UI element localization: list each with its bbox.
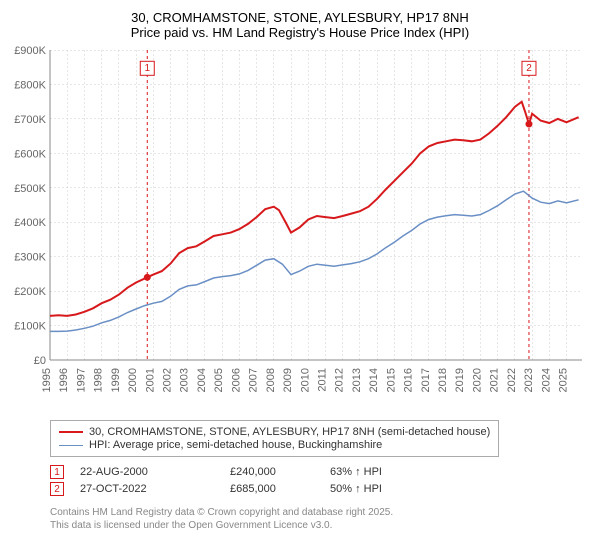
svg-text:£300K: £300K (14, 252, 46, 264)
sale-price: £685,000 (230, 483, 330, 495)
sale-delta: 63% ↑ HPI (330, 466, 430, 478)
title-line-2: Price paid vs. HM Land Registry's House … (12, 25, 588, 40)
svg-text:1: 1 (144, 63, 150, 74)
svg-text:2002: 2002 (162, 368, 174, 392)
legend-swatch (59, 445, 83, 446)
svg-text:£900K: £900K (14, 46, 46, 57)
svg-text:£200K: £200K (14, 286, 46, 298)
sale-marker-1: 1 (50, 465, 64, 479)
sale-point-1 (144, 274, 151, 281)
sale-marker-2: 2 (50, 482, 64, 496)
svg-text:2025: 2025 (558, 368, 570, 392)
series-property (50, 102, 579, 316)
svg-text:£600K: £600K (14, 148, 46, 160)
svg-text:2024: 2024 (540, 368, 552, 392)
svg-text:2007: 2007 (248, 368, 260, 392)
svg-text:1999: 1999 (110, 368, 122, 392)
svg-text:2001: 2001 (144, 368, 156, 392)
attribution-footer: Contains HM Land Registry data © Crown c… (50, 506, 588, 532)
svg-text:£700K: £700K (14, 114, 46, 126)
svg-text:2013: 2013 (351, 368, 363, 392)
legend-item: 30, CROMHAMSTONE, STONE, AYLESBURY, HP17… (59, 426, 490, 438)
sales-table: 1 22-AUG-2000£240,00063% ↑ HPI 2 27-OCT-202… (50, 465, 588, 496)
sale-date: 27-OCT-2022 (80, 483, 230, 495)
footer-line-1: Contains HM Land Registry data © Crown c… (50, 506, 588, 519)
svg-text:2003: 2003 (179, 368, 191, 392)
svg-text:2021: 2021 (489, 368, 501, 392)
svg-text:2006: 2006 (230, 368, 242, 392)
svg-text:2015: 2015 (385, 368, 397, 392)
svg-text:2014: 2014 (368, 368, 380, 392)
svg-text:1998: 1998 (93, 368, 105, 392)
svg-text:2023: 2023 (523, 368, 535, 392)
title-line-1: 30, CROMHAMSTONE, STONE, AYLESBURY, HP17… (12, 10, 588, 25)
svg-text:1996: 1996 (58, 368, 70, 392)
svg-text:2005: 2005 (213, 368, 225, 392)
svg-text:2008: 2008 (265, 368, 277, 392)
series-hpi (50, 191, 579, 331)
svg-text:£0: £0 (34, 355, 46, 367)
sale-row: 2 27-OCT-2022£685,00050% ↑ HPI (50, 482, 588, 496)
legend: 30, CROMHAMSTONE, STONE, AYLESBURY, HP17… (50, 420, 499, 457)
legend-label: HPI: Average price, semi-detached house,… (89, 439, 382, 451)
footer-line-2: This data is licensed under the Open Gov… (50, 519, 588, 532)
svg-text:2020: 2020 (471, 368, 483, 392)
sale-date: 22-AUG-2000 (80, 466, 230, 478)
svg-text:2004: 2004 (196, 368, 208, 392)
price-chart: £0 £100K £200K £300K £400K £500K £600K £700K £80… (12, 46, 588, 416)
svg-text:2017: 2017 (420, 368, 432, 392)
svg-text:2010: 2010 (299, 368, 311, 392)
svg-text:2012: 2012 (334, 368, 346, 392)
svg-text:2016: 2016 (403, 368, 415, 392)
svg-text:2009: 2009 (282, 368, 294, 392)
svg-text:1997: 1997 (75, 368, 87, 392)
svg-text:£100K: £100K (14, 321, 46, 333)
svg-text:2011: 2011 (316, 368, 328, 392)
sale-price: £240,000 (230, 466, 330, 478)
svg-text:2022: 2022 (506, 368, 518, 392)
svg-text:£400K: £400K (14, 217, 46, 229)
legend-item: HPI: Average price, semi-detached house,… (59, 439, 490, 451)
svg-text:£500K: £500K (14, 183, 46, 195)
sale-point-2 (525, 121, 532, 128)
svg-text:2000: 2000 (127, 368, 139, 392)
svg-text:2018: 2018 (437, 368, 449, 392)
legend-label: 30, CROMHAMSTONE, STONE, AYLESBURY, HP17… (89, 426, 490, 438)
svg-text:2: 2 (526, 63, 532, 74)
sale-row: 1 22-AUG-2000£240,00063% ↑ HPI (50, 465, 588, 479)
svg-text:2019: 2019 (454, 368, 466, 392)
chart-title: 30, CROMHAMSTONE, STONE, AYLESBURY, HP17… (12, 10, 588, 40)
legend-swatch (59, 431, 83, 433)
sale-delta: 50% ↑ HPI (330, 483, 430, 495)
svg-text:£800K: £800K (14, 79, 46, 91)
svg-text:1995: 1995 (41, 368, 53, 392)
